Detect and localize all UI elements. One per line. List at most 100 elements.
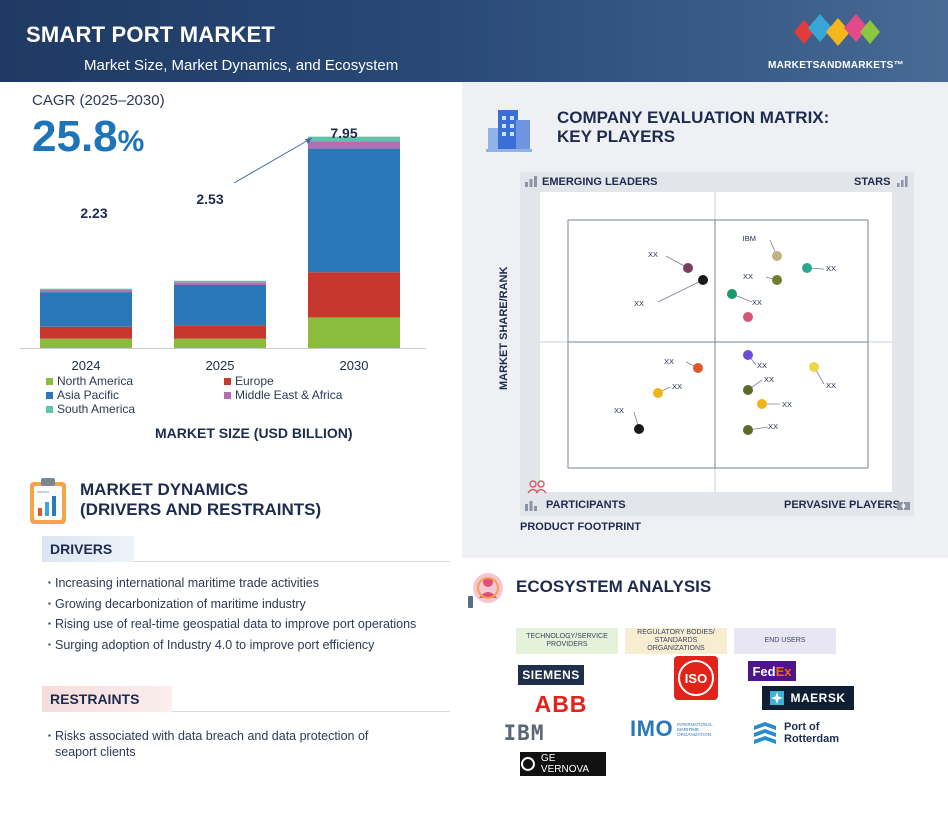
player-label: XX: [614, 406, 624, 415]
player-label: XX: [768, 422, 778, 431]
market-dynamics-title-line1: MARKET DYNAMICS: [80, 480, 249, 499]
bar-segment: [308, 272, 400, 318]
legend-swatch: [46, 377, 53, 385]
bar-segment: [40, 338, 132, 348]
player-dot[interactable]: [634, 424, 644, 434]
maersk-text: MAERSK: [790, 691, 846, 705]
ecosystem-icon: [468, 573, 503, 608]
chart-caption: MARKET SIZE (USD BILLION): [155, 425, 353, 441]
player-label: XX: [648, 250, 658, 259]
player-dot[interactable]: [743, 312, 753, 322]
player-dot[interactable]: [727, 289, 737, 299]
matrix-plot: XX XX IBM XX XX XX XX XX XX XX XX XX XX XX: [540, 192, 892, 492]
fedex-logo: Fed Ex: [748, 661, 796, 681]
player-dot[interactable]: [683, 263, 693, 273]
market-size-bar-chart: 2024 2025 2030 2.23 2.53 7.95: [20, 125, 426, 373]
player-label: XX: [757, 361, 767, 370]
quadrant-label-participants: PARTICIPANTS: [546, 499, 626, 511]
player-dot[interactable]: [653, 388, 663, 398]
player-dot[interactable]: [757, 399, 767, 409]
legend-item-south-america: South America: [46, 402, 135, 416]
bar-segment: [40, 288, 132, 291]
rotterdam-waves-icon: [754, 722, 776, 744]
drivers-list: Increasing international maritime trade …: [48, 573, 416, 655]
player-dot[interactable]: [743, 385, 753, 395]
growth-arrow-head: [305, 138, 312, 144]
quadrant-label-pervasive-players: PERVASIVE PLAYERS: [784, 499, 900, 511]
quadrant-label-emerging-leaders: EMERGING LEADERS: [542, 176, 658, 188]
player-label: XX: [752, 298, 762, 307]
x-axis-label: PRODUCT FOOTPRINT: [520, 521, 641, 533]
legend-item-asia-pacific: Asia Pacific: [46, 388, 119, 402]
player-label: XX: [826, 381, 836, 390]
bar-segment: [174, 284, 266, 326]
quadrant-label-stars: STARS: [854, 176, 891, 188]
total-data-label: 7.95: [330, 125, 357, 141]
driver-item: Increasing international maritime trade …: [48, 573, 416, 594]
bar-segment: [308, 317, 400, 348]
bar-segment: [308, 136, 400, 142]
bar-segment: [40, 326, 132, 339]
player-label: XX: [826, 264, 836, 273]
bar-segment: [40, 290, 132, 293]
participants-icon: [525, 501, 537, 511]
ecosystem-category-end-users: END USERS: [734, 628, 836, 654]
matrix-title-line2: KEY PLAYERS: [557, 127, 676, 146]
ge-monogram-icon: [520, 757, 535, 771]
ecosystem-category-regulatory: REGULATORY BODIES/ STANDARDS ORGANIZATIO…: [625, 628, 727, 654]
drivers-tab: DRIVERS: [42, 536, 134, 562]
abb-logo: ABB: [534, 690, 588, 717]
rotterdam-text-line1: Port of: [784, 721, 820, 733]
iso-logo: ISO: [674, 656, 718, 700]
player-dot[interactable]: [693, 363, 703, 373]
cagr-label: CAGR (2025–2030): [32, 92, 165, 109]
port-of-rotterdam-logo: Port of Rotterdam: [752, 718, 852, 748]
siemens-logo: SIEMENS: [518, 665, 584, 685]
ecosystem-category-tech: TECHNOLOGY/SERVICE PROVIDERS: [516, 628, 618, 654]
header-banner: SMART PORT MARKET Market Size, Market Dy…: [0, 0, 948, 82]
total-data-label: 2.23: [80, 205, 107, 221]
clipboard-chart-icon: [30, 478, 66, 524]
legend-label: South America: [57, 402, 136, 416]
x-tick-label: 2030: [340, 358, 369, 373]
legend-item-europe: Europe: [224, 374, 274, 388]
bar-segment: [174, 325, 266, 339]
legend-item-middle-east-africa: Middle East & Africa: [224, 388, 342, 402]
player-dot[interactable]: [698, 275, 708, 285]
brand-name: MARKETSANDMARKETS™: [768, 60, 904, 71]
rotterdam-text-line2: Rotterdam: [784, 733, 840, 745]
total-data-label: 2.53: [196, 191, 223, 207]
player-dot[interactable]: [809, 362, 819, 372]
y-axis-label: MARKET SHARE/RANK: [498, 266, 510, 390]
brand-logo[interactable]: MARKETSANDMARKETS™: [746, 8, 926, 78]
growth-trend-line: [233, 137, 313, 184]
player-label: XX: [743, 272, 753, 281]
restraint-item: Risks associated with data breach and da…: [48, 728, 398, 760]
player-dot[interactable]: [772, 275, 782, 285]
ibm-logo: IBM: [503, 721, 545, 745]
page-title: SMART PORT MARKET: [26, 22, 276, 47]
cagr-value: 25.8%: [32, 112, 144, 162]
legend-swatch: [46, 391, 53, 399]
player-dot[interactable]: [743, 350, 753, 360]
legend-label: Europe: [235, 374, 274, 388]
iso-text: ISO: [678, 660, 714, 696]
player-label: XX: [764, 375, 774, 384]
player-dot[interactable]: [772, 251, 782, 261]
rotterdam-text: Port of Rotterdam: [784, 721, 839, 745]
ge-vernova-text: GE VERNOVA: [540, 753, 590, 775]
driver-item: Rising use of real-time geospatial data …: [48, 614, 416, 635]
player-dot[interactable]: [802, 263, 812, 273]
bar-segment: [174, 280, 266, 283]
restraints-tab: RESTRAINTS: [42, 686, 172, 712]
driver-item: Surging adoption of Industry 4.0 to impr…: [48, 635, 416, 656]
player-dot[interactable]: [743, 425, 753, 435]
bar-segment: [174, 282, 266, 285]
bar-segment: [308, 148, 400, 273]
divider: [134, 561, 450, 562]
legend-swatch: [224, 391, 231, 399]
legend-swatch: [46, 405, 53, 413]
imo-logo: IMO INTERNATIONAL MARITIME ORGANIZATION: [630, 716, 742, 742]
imo-text: IMO: [630, 716, 674, 741]
legend-item-north-america: North America: [46, 374, 133, 388]
